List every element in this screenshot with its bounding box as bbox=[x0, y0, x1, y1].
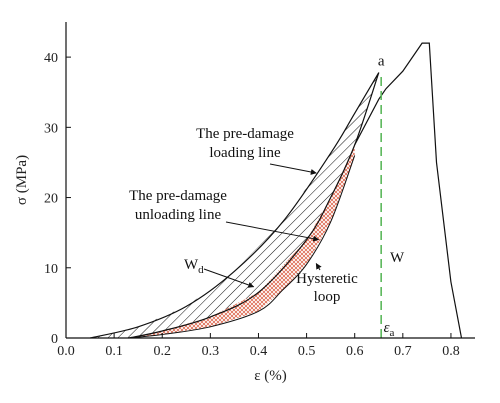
y-tick-label: 10 bbox=[44, 262, 58, 277]
wd-label-subscript: d bbox=[198, 264, 204, 276]
x-tick-label: 0.0 bbox=[57, 344, 75, 359]
x-axis-ticks: 0.0 0.1 0.2 0.3 0.4 0.5 0.6 0.7 0.8 bbox=[57, 333, 460, 359]
hysteretic-loop-region bbox=[128, 144, 355, 338]
y-axis-ticks: 0 10 20 30 40 bbox=[44, 51, 71, 347]
x-tick-label: 0.7 bbox=[394, 344, 412, 359]
y-tick-label: 30 bbox=[44, 121, 58, 136]
y-tick-label: 40 bbox=[44, 51, 58, 66]
wd-label: Wd bbox=[184, 257, 204, 276]
epsilon-a-subscript: a bbox=[389, 327, 394, 339]
x-tick-label: 0.2 bbox=[153, 344, 171, 359]
unloading-line-label-2: unloading line bbox=[135, 207, 222, 223]
x-tick-label: 0.3 bbox=[202, 344, 220, 359]
loading-line-label-2: loading line bbox=[209, 145, 281, 161]
wd-label-main: W bbox=[184, 257, 199, 273]
pre-damage-loading-line bbox=[89, 72, 380, 339]
x-tick-label: 0.1 bbox=[105, 344, 123, 359]
w-label: W bbox=[390, 250, 405, 266]
x-axis-title: ε (%) bbox=[254, 368, 287, 384]
loading-line-arrow bbox=[269, 163, 317, 175]
wd-arrow bbox=[203, 268, 255, 288]
unloading-line-arrow bbox=[225, 221, 320, 242]
x-tick-label: 0.4 bbox=[250, 344, 268, 359]
hysteretic-lower-boundary-line bbox=[128, 155, 356, 339]
y-tick-label: 0 bbox=[51, 332, 58, 347]
x-tick-label: 0.6 bbox=[346, 344, 364, 359]
point-a-label: a bbox=[378, 54, 385, 70]
wd-hatched-region bbox=[90, 72, 379, 338]
epsilon-a-label: εa bbox=[384, 320, 395, 339]
y-axis-title: σ (MPa) bbox=[14, 155, 30, 205]
epsilon-a-main: ε bbox=[384, 320, 390, 336]
unloading-line-label-1: The pre-damage bbox=[129, 188, 227, 204]
x-tick-label: 0.8 bbox=[442, 344, 460, 359]
loading-line-label-1: The pre-damage bbox=[196, 126, 294, 142]
x-tick-label: 0.5 bbox=[298, 344, 316, 359]
reloading-to-failure-line bbox=[354, 42, 463, 339]
hysteretic-label-2: loop bbox=[314, 289, 341, 305]
y-tick-label: 20 bbox=[44, 192, 58, 207]
hysteretic-label-1: Hysteretic bbox=[296, 271, 358, 287]
hysteretic-arrow bbox=[315, 263, 322, 271]
pre-damage-unloading-line bbox=[128, 72, 380, 339]
